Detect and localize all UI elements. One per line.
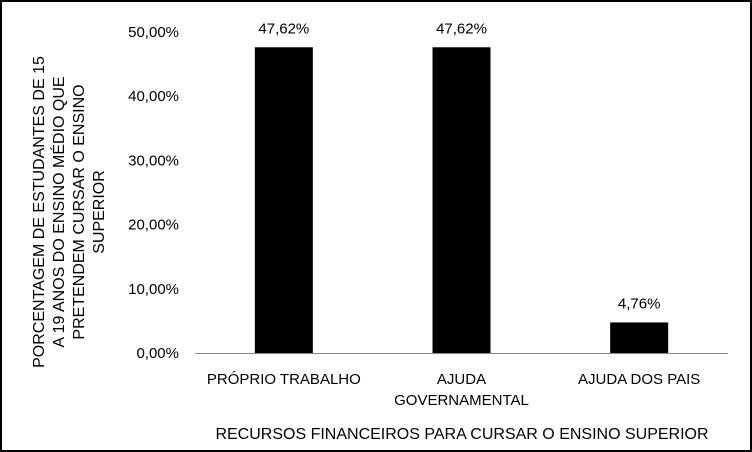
x-category-label: AJUDA [437,371,486,388]
bar [254,47,313,353]
y-axis-title: PORCENTAGEM DE ESTUDANTES DE 15 A 19 ANOS… [31,56,108,368]
x-category-label: AJUDA DOS PAIS [578,371,700,388]
x-category-label: GOVERNAMENTAL [394,392,529,409]
y-axis-title-line: A 19 ANOS DO ENSINO MÉDIO QUE [49,76,68,347]
y-tick-label: 40,00% [128,88,179,105]
y-axis-ticks: 0,00% 10,00% 20,00% 30,00% 40,00% 50,00% [128,24,179,362]
y-tick-label: 50,00% [128,24,179,41]
y-axis-title-line: PRETENDEM CURSAR O ENSINO [71,84,88,339]
data-label: 4,76% [618,295,661,312]
bar [610,322,669,353]
x-axis-categories: PRÓPRIO TRABALHO AJUDA GOVERNAMENTAL AJUDA … [207,371,700,409]
data-label: 47,62% [436,20,487,37]
bars [254,47,669,353]
data-label: 47,62% [258,20,309,37]
y-tick-label: 30,00% [128,152,179,169]
y-tick-label: 0,00% [136,345,179,362]
x-axis-title: RECURSOS FINANCEIROS PARA CURSAR O ENSIN… [215,426,708,443]
data-labels: 47,62% 47,62% 4,76% [258,20,660,312]
bar [432,47,491,353]
y-tick-label: 10,00% [128,281,179,298]
y-axis-title-line: PORCENTAGEM DE ESTUDANTES DE 15 [31,56,48,368]
y-axis-title-line: SUPERIOR [91,170,108,254]
x-category-label: PRÓPRIO TRABALHO [207,371,361,388]
y-axis-title-text: PORCENTAGEM DE ESTUDANTES DE 15 A 19 ANOS… [31,56,108,368]
y-tick-label: 20,00% [128,217,179,234]
